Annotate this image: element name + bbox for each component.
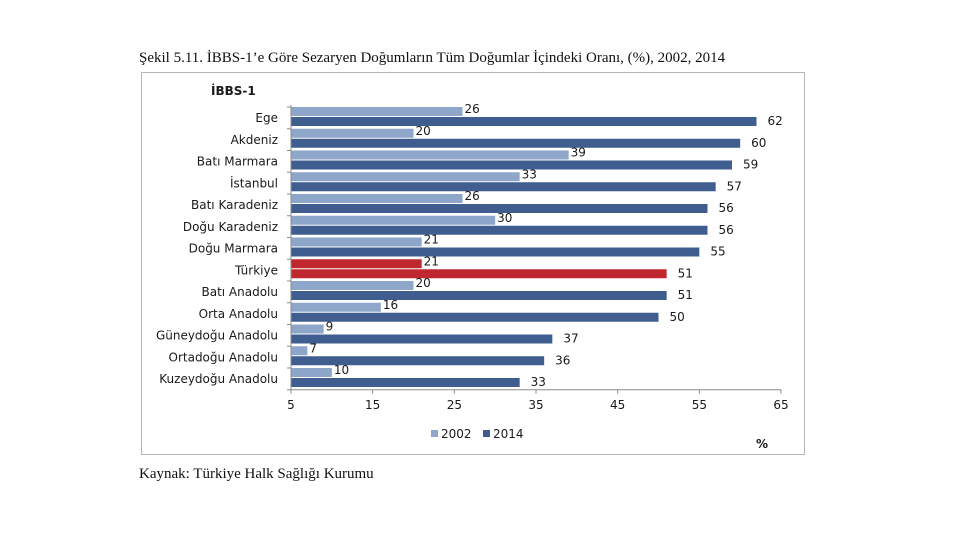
x-tick-label: 55 xyxy=(692,398,707,412)
legend-label-2002: 2002 xyxy=(441,427,472,441)
bar-2002-bati-anadolu xyxy=(291,281,414,290)
bar-2002-akdeniz xyxy=(291,128,414,138)
bar-2002-kuzeydogu-anadolu xyxy=(291,368,332,377)
value-label-2014-dogu-marmara: 55 xyxy=(710,245,725,259)
category-label-bati-karadeniz: Batı Karadeniz xyxy=(191,198,278,212)
value-label-2002-bati-marmara: 39 xyxy=(571,146,586,160)
value-label-2014-bati-karadeniz: 56 xyxy=(719,201,734,215)
value-label-2014-dogu-karadeniz: 56 xyxy=(719,223,734,237)
bar-2014-ortadogu-anadolu xyxy=(291,356,545,366)
bar-2014-turkiye xyxy=(291,269,667,279)
category-label-istanbul: İstanbul xyxy=(230,175,278,190)
value-label-2002-dogu-karadeniz: 30 xyxy=(497,211,512,225)
category-label-guneydogu-anadolu: Güneydoğu Anadolu xyxy=(156,329,278,343)
category-label-orta-anadolu: Orta Anadolu xyxy=(199,307,278,321)
legend-label-2014: 2014 xyxy=(493,427,524,441)
bar-2014-istanbul xyxy=(291,182,716,192)
bar-2002-bati-marmara xyxy=(291,150,569,160)
category-label-kuzeydogu-anadolu: Kuzeydoğu Anadolu xyxy=(159,372,278,386)
x-tick-label: 35 xyxy=(528,398,543,412)
bar-2014-ege xyxy=(291,117,757,126)
category-label-akdeniz: Akdeniz xyxy=(231,133,278,147)
bar-2002-bati-karadeniz xyxy=(291,194,463,203)
bar-2002-guneydogu-anadolu xyxy=(291,324,324,334)
category-label-dogu-karadeniz: Doğu Karadeniz xyxy=(183,220,278,234)
category-label-bati-marmara: Batı Marmara xyxy=(197,155,278,169)
category-label-ortadogu-anadolu: Ortadoğu Anadolu xyxy=(169,350,279,364)
bar-2014-guneydogu-anadolu xyxy=(291,334,553,344)
value-label-2002-ege: 26 xyxy=(465,102,480,116)
category-label-bati-anadolu: Batı Anadolu xyxy=(201,285,278,299)
bar-2014-akdeniz xyxy=(291,138,741,148)
value-label-2014-akdeniz: 60 xyxy=(751,136,766,150)
value-label-2014-istanbul: 57 xyxy=(727,179,742,193)
figure-title: Şekil 5.11. İBBS-1’e Göre Sezaryen Doğum… xyxy=(139,50,726,66)
value-label-2014-ortadogu-anadolu: 36 xyxy=(555,353,570,367)
value-label-2014-bati-anadolu: 51 xyxy=(678,288,693,302)
bar-2002-dogu-karadeniz xyxy=(291,215,496,225)
bar-2002-istanbul xyxy=(291,172,520,182)
x-tick-label: 45 xyxy=(610,398,625,412)
value-label-2002-dogu-marmara: 21 xyxy=(424,233,439,247)
bar-2014-bati-anadolu xyxy=(291,291,667,300)
bar-2002-ege xyxy=(291,107,463,116)
chart-subtitle: İBBS-1 xyxy=(211,83,256,98)
value-label-2014-ege: 62 xyxy=(768,114,783,128)
value-label-2002-orta-anadolu: 16 xyxy=(383,298,398,312)
bar-2014-dogu-karadeniz xyxy=(291,225,708,235)
bar-2002-orta-anadolu xyxy=(291,302,381,312)
value-label-2014-turkiye: 51 xyxy=(678,266,693,280)
value-label-2014-orta-anadolu: 50 xyxy=(670,310,685,324)
bar-2002-ortadogu-anadolu xyxy=(291,346,308,356)
bar-2014-bati-marmara xyxy=(291,160,732,170)
value-label-2002-bati-anadolu: 20 xyxy=(416,276,431,290)
value-label-2002-kuzeydogu-anadolu: 10 xyxy=(334,363,349,377)
chart-frame: 5 15 25 35 45 55 65 İBBS-1 Ege 26 62 Akdeniz 20 60 Ba… xyxy=(141,72,805,455)
value-label-2002-akdeniz: 20 xyxy=(416,124,431,138)
bar-2002-turkiye xyxy=(291,259,422,269)
source-note: Kaynak: Türkiye Halk Sağlığı Kurumu xyxy=(139,466,374,482)
bar-2002-dogu-marmara xyxy=(291,237,422,247)
x-tick-label: 5 xyxy=(287,398,295,412)
category-label-turkiye: Türkiye xyxy=(234,263,278,277)
category-label-dogu-marmara: Doğu Marmara xyxy=(189,242,278,256)
unit-label: % xyxy=(756,437,768,451)
bar-2014-orta-anadolu xyxy=(291,312,659,322)
value-label-2002-bati-karadeniz: 26 xyxy=(465,189,480,203)
legend-swatch-2014 xyxy=(483,430,490,437)
value-label-2002-turkiye: 21 xyxy=(424,254,439,268)
bar-2014-kuzeydogu-anadolu xyxy=(291,378,520,387)
value-label-2002-guneydogu-anadolu: 9 xyxy=(326,320,334,334)
bar-2014-dogu-marmara xyxy=(291,247,700,257)
x-tick-label: 65 xyxy=(773,398,788,412)
value-label-2014-kuzeydogu-anadolu: 33 xyxy=(531,375,546,389)
value-label-2002-ortadogu-anadolu: 7 xyxy=(309,341,317,355)
category-label-ege: Ege xyxy=(255,111,278,125)
value-label-2002-istanbul: 33 xyxy=(522,167,537,181)
x-tick-label: 15 xyxy=(365,398,380,412)
bar-chart: 5 15 25 35 45 55 65 İBBS-1Ege2662Akdeniz2060Ba… xyxy=(156,83,789,451)
value-label-2014-bati-marmara: 59 xyxy=(743,158,758,172)
value-label-2014-guneydogu-anadolu: 37 xyxy=(563,332,578,346)
x-tick-label: 25 xyxy=(447,398,462,412)
bar-2014-bati-karadeniz xyxy=(291,204,708,213)
legend-swatch-2002 xyxy=(431,430,438,437)
